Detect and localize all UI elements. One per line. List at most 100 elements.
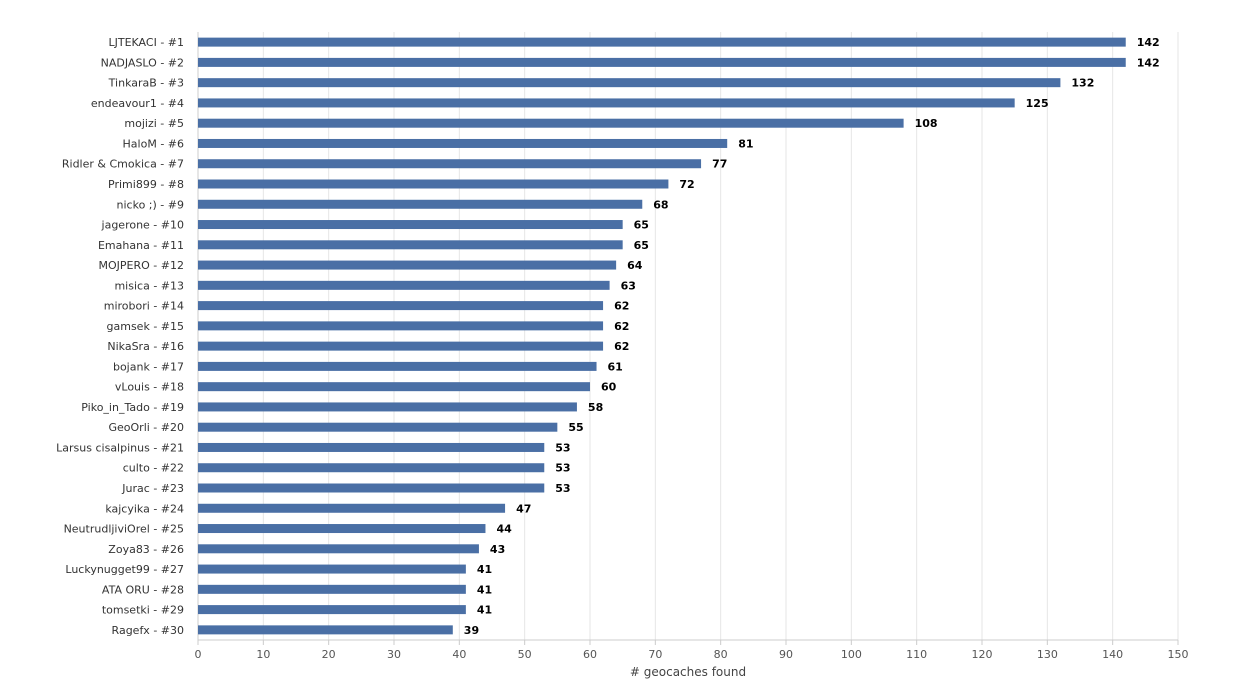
- category-label: NikaSra - #16: [107, 340, 184, 353]
- category-label: Larsus cisalpinus - #21: [56, 441, 184, 454]
- x-tick-label: 120: [972, 648, 993, 661]
- x-tick-label: 90: [779, 648, 793, 661]
- bar[interactable]: [198, 179, 669, 189]
- category-label: endeavour1 - #4: [91, 97, 184, 110]
- bar[interactable]: [198, 605, 466, 615]
- category-label: gamsek - #15: [107, 320, 184, 333]
- data-label: 55: [568, 421, 583, 434]
- data-label: 142: [1137, 56, 1160, 69]
- x-tick-label: 30: [387, 648, 401, 661]
- category-label: mojizi - #5: [124, 117, 184, 130]
- category-label: Primi899 - #8: [108, 178, 184, 191]
- bar[interactable]: [198, 301, 604, 311]
- bar[interactable]: [198, 483, 545, 493]
- x-tick-label: 60: [583, 648, 597, 661]
- data-label: 43: [490, 543, 505, 556]
- data-label: 62: [614, 300, 629, 313]
- data-labels: 142 142 132 125 108 81 77 72 68 65 65 64 63 62 62 62 61 6…: [464, 36, 1160, 637]
- category-label: Ridler & Cmokica - #7: [62, 158, 184, 171]
- x-tick-label: 50: [518, 648, 532, 661]
- bar[interactable]: [198, 199, 643, 209]
- bar[interactable]: [198, 544, 479, 554]
- data-label: 44: [496, 523, 512, 536]
- category-label: MOJPERO - #12: [99, 259, 184, 272]
- data-label: 53: [555, 462, 570, 475]
- bar[interactable]: [198, 524, 486, 534]
- bar[interactable]: [198, 625, 453, 635]
- data-label: 125: [1026, 97, 1049, 110]
- data-label: 108: [915, 117, 938, 130]
- bar[interactable]: [198, 463, 545, 473]
- bar[interactable]: [198, 503, 506, 513]
- category-label: TinkaraB - #3: [108, 77, 184, 90]
- data-label: 132: [1071, 77, 1094, 90]
- bar[interactable]: [198, 422, 558, 432]
- x-tick-label: 140: [1102, 648, 1123, 661]
- x-tick-label: 10: [256, 648, 270, 661]
- category-label: nicko ;) - #9: [117, 198, 184, 211]
- bar[interactable]: [198, 382, 590, 392]
- data-label: 68: [653, 198, 668, 211]
- bar[interactable]: [198, 321, 604, 331]
- x-tick-label: 150: [1168, 648, 1189, 661]
- category-label: Luckynugget99 - #27: [65, 563, 184, 576]
- bar[interactable]: [198, 402, 577, 412]
- category-label: bojank - #17: [113, 360, 184, 373]
- bar[interactable]: [198, 442, 545, 452]
- data-label: 62: [614, 320, 629, 333]
- category-label: culto - #22: [123, 462, 184, 475]
- category-label: NADJASLO - #2: [101, 56, 184, 69]
- bar[interactable]: [198, 260, 617, 270]
- x-tick-label: 40: [452, 648, 466, 661]
- data-label: 60: [601, 381, 617, 394]
- bar[interactable]: [198, 341, 604, 351]
- category-label: ATA ORU - #28: [102, 583, 184, 596]
- category-label: Jurac - #23: [121, 482, 184, 495]
- data-label: 65: [634, 219, 649, 232]
- category-label: vLouis - #18: [115, 381, 184, 394]
- bar[interactable]: [198, 98, 1015, 108]
- data-label: 61: [608, 360, 623, 373]
- bar[interactable]: [198, 57, 1126, 67]
- bar[interactable]: [198, 240, 623, 250]
- data-label: 41: [477, 583, 492, 596]
- bar[interactable]: [198, 118, 904, 128]
- data-label: 47: [516, 502, 531, 515]
- x-tick-label: 0: [195, 648, 202, 661]
- data-label: 53: [555, 441, 570, 454]
- bar[interactable]: [198, 584, 466, 594]
- bar[interactable]: [198, 138, 728, 148]
- x-tick-label: 130: [1037, 648, 1058, 661]
- x-tick-label: 20: [322, 648, 336, 661]
- x-axis-title: # geocaches found: [630, 665, 746, 679]
- bar[interactable]: [198, 361, 597, 371]
- data-label: 41: [477, 563, 492, 576]
- gridlines: [197, 32, 1179, 641]
- x-tick-label: 100: [841, 648, 862, 661]
- category-label: Zoya83 - #26: [108, 543, 184, 556]
- bar[interactable]: [198, 220, 623, 230]
- data-label: 41: [477, 604, 492, 617]
- bar[interactable]: [198, 37, 1126, 47]
- data-label: 72: [679, 178, 694, 191]
- x-axis-ticks: 0 10 20 30 40 50 60 70 80 90 100 110 120 130 140 150: [195, 640, 1189, 661]
- data-label: 63: [621, 279, 636, 292]
- data-label: 77: [712, 158, 727, 171]
- category-label: Emahana - #11: [98, 239, 184, 252]
- data-label: 62: [614, 340, 629, 353]
- data-label: 81: [738, 137, 753, 150]
- bar[interactable]: [198, 159, 702, 169]
- category-label: LJTEKACI - #1: [109, 36, 185, 49]
- category-label: HaloM - #6: [123, 137, 184, 150]
- data-label: 53: [555, 482, 570, 495]
- category-label: kajcyika - #24: [105, 502, 184, 515]
- category-label: misica - #13: [114, 279, 184, 292]
- bar[interactable]: [198, 280, 610, 290]
- x-tick-label: 110: [906, 648, 927, 661]
- bar[interactable]: [198, 78, 1061, 88]
- data-label: 39: [464, 624, 479, 637]
- category-label: NeutrudljiviOrel - #25: [64, 523, 184, 536]
- bars: [198, 37, 1126, 635]
- bar[interactable]: [198, 564, 466, 574]
